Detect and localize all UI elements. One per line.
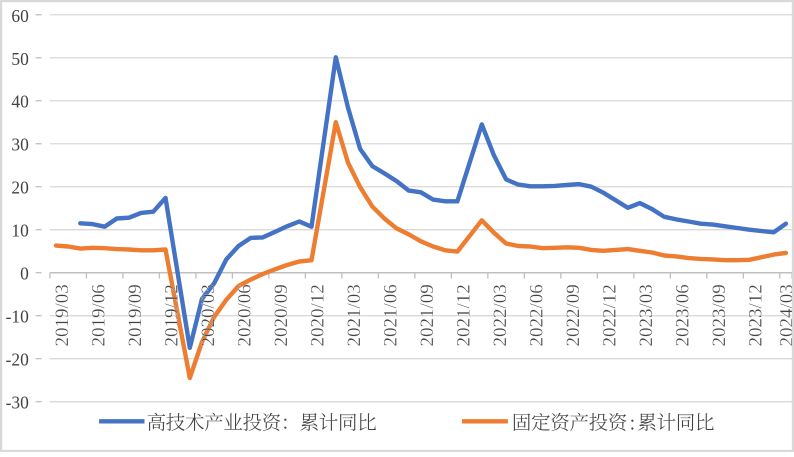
svg-text:2024/03: 2024/03 xyxy=(777,284,794,346)
svg-text:2023/09: 2023/09 xyxy=(709,284,730,346)
svg-text:2020/09: 2020/09 xyxy=(271,284,292,346)
svg-text:2023/06: 2023/06 xyxy=(673,284,694,346)
svg-text:2021/09: 2021/09 xyxy=(417,284,438,346)
svg-text:2019/03: 2019/03 xyxy=(52,284,73,346)
svg-text:30: 30 xyxy=(11,135,29,155)
svg-text:2023/12: 2023/12 xyxy=(746,284,767,346)
svg-text:2022/06: 2022/06 xyxy=(527,284,548,346)
svg-text:2019/06: 2019/06 xyxy=(89,284,110,346)
svg-text:2021/03: 2021/03 xyxy=(344,284,365,346)
svg-text:2021/06: 2021/06 xyxy=(381,284,402,346)
svg-text:2023/03: 2023/03 xyxy=(636,284,657,346)
svg-text:0: 0 xyxy=(20,264,29,284)
svg-text:2019/12: 2019/12 xyxy=(162,284,183,346)
svg-text:2019/09: 2019/09 xyxy=(125,284,146,346)
svg-text:60: 60 xyxy=(11,6,29,26)
svg-text:2021/12: 2021/12 xyxy=(454,284,475,346)
svg-text:2020/06: 2020/06 xyxy=(235,284,256,346)
svg-text:20: 20 xyxy=(11,178,29,198)
svg-text:2020/12: 2020/12 xyxy=(308,284,329,346)
svg-text:2020/03: 2020/03 xyxy=(198,284,219,346)
svg-text:-10: -10 xyxy=(6,307,29,327)
svg-text:2022/03: 2022/03 xyxy=(490,284,511,346)
svg-text:2022/12: 2022/12 xyxy=(600,284,621,346)
svg-text:10: 10 xyxy=(11,221,29,241)
svg-text:40: 40 xyxy=(11,92,29,112)
svg-text:-20: -20 xyxy=(6,350,29,370)
svg-text:-30: -30 xyxy=(6,393,29,413)
svg-text:50: 50 xyxy=(11,49,29,69)
svg-text:2022/09: 2022/09 xyxy=(563,284,584,346)
